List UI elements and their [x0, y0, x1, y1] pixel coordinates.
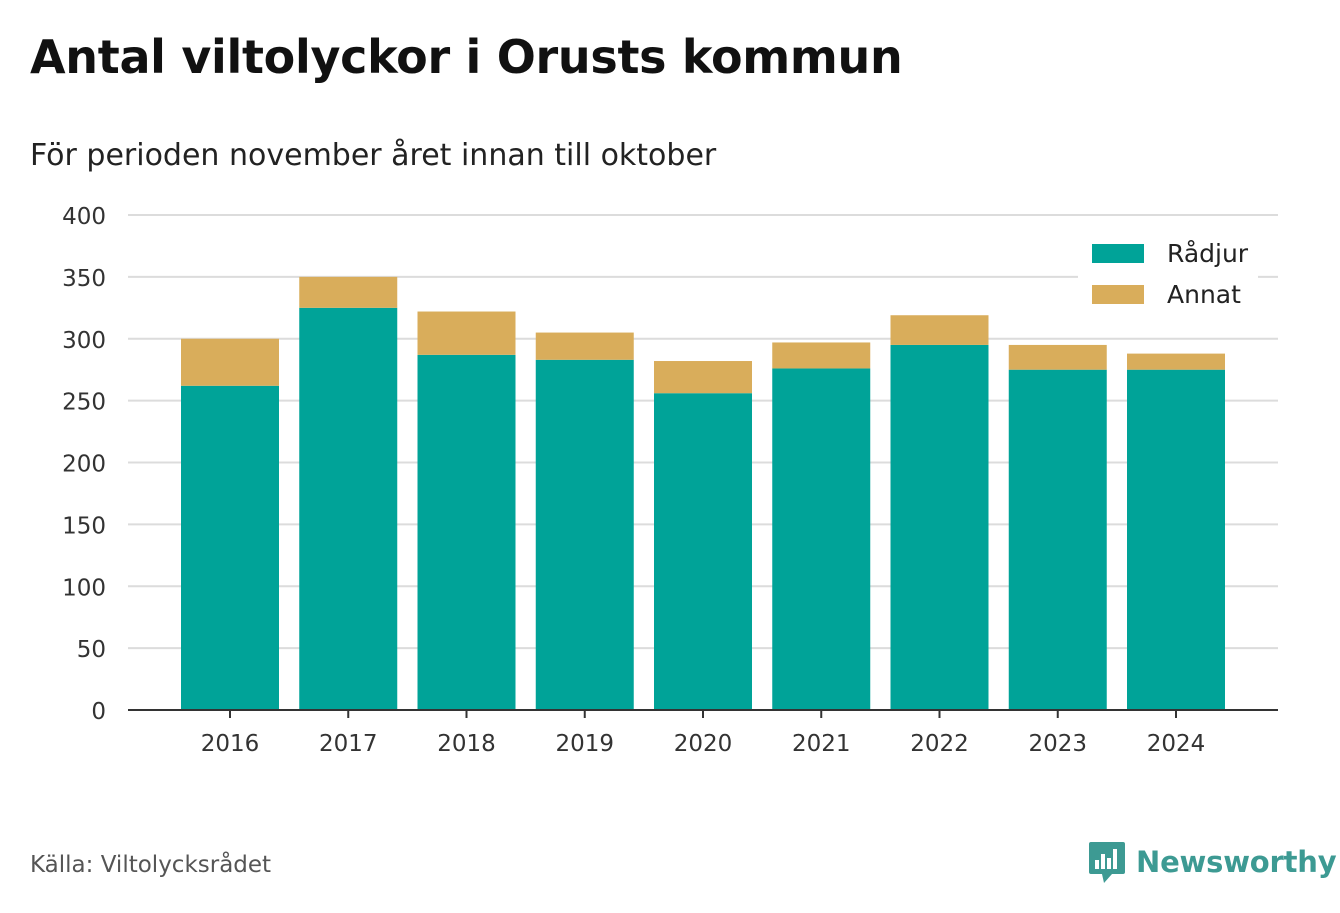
- chart-subtitle: För perioden november året innan till ok…: [30, 138, 717, 173]
- bar-annat-2017: [299, 276, 398, 308]
- bar-annat-2024: [1127, 353, 1225, 370]
- x-tick-label: 2018: [437, 731, 496, 757]
- bar-r-djur-2022: [890, 344, 989, 710]
- bar-r-djur-2020: [654, 393, 752, 710]
- newsworthy-logo-icon: [1089, 842, 1125, 883]
- x-tick-label: 2020: [674, 731, 733, 757]
- x-tick-label: 2024: [1147, 731, 1206, 757]
- chart-title: Antal viltolyckor i Orusts kommun: [30, 30, 903, 84]
- legend-swatch: [1092, 244, 1144, 263]
- bar-r-djur-2019: [535, 359, 634, 710]
- bar-annat-2023: [1008, 344, 1107, 370]
- y-tick-label: 200: [62, 452, 106, 478]
- bars: [181, 276, 1225, 710]
- source-note: Källa: Viltolycksrådet: [30, 852, 272, 878]
- axes: 0 50 100 150 200 250 300 350 400 2016 2017 2018 2019…: [62, 204, 1278, 757]
- y-tick-label: 0: [91, 699, 106, 725]
- y-tick-label: 250: [62, 390, 106, 416]
- bar-annat-2018: [417, 311, 516, 355]
- bar-r-djur-2023: [1008, 369, 1107, 710]
- y-tick-label: 350: [62, 266, 106, 292]
- y-tick-label: 300: [62, 328, 106, 354]
- bar-r-djur-2017: [299, 307, 398, 710]
- legend-swatch: [1092, 285, 1144, 304]
- brand-logo: Newsworthy: [1088, 840, 1337, 884]
- bar-r-djur-2018: [417, 354, 516, 710]
- x-tick-label: 2017: [319, 731, 378, 757]
- x-tick-label: 2019: [555, 731, 614, 757]
- bar-annat-2019: [535, 332, 634, 360]
- legend-label: Annat: [1167, 280, 1241, 309]
- x-tick-label: 2023: [1028, 731, 1087, 757]
- y-tick-label: 400: [62, 204, 106, 230]
- bar-annat-2020: [654, 361, 752, 394]
- bar-annat-2016: [181, 338, 279, 386]
- x-tick-label: 2022: [910, 731, 969, 757]
- bar-r-djur-2016: [181, 385, 279, 710]
- x-tick-label: 2021: [792, 731, 851, 757]
- bar-annat-2022: [890, 315, 989, 345]
- y-tick-label: 50: [77, 637, 106, 663]
- y-tick-label: 100: [62, 575, 106, 601]
- bar-annat-2021: [772, 342, 871, 369]
- bar-r-djur-2021: [772, 368, 871, 710]
- bar-r-djur-2024: [1127, 369, 1225, 710]
- y-tick-label: 150: [62, 513, 106, 539]
- legend: Rådjur Annat: [1078, 234, 1258, 320]
- x-tick-label: 2016: [201, 731, 260, 757]
- brand-name: Newsworthy: [1136, 845, 1337, 879]
- legend-label: Rådjur: [1167, 239, 1249, 268]
